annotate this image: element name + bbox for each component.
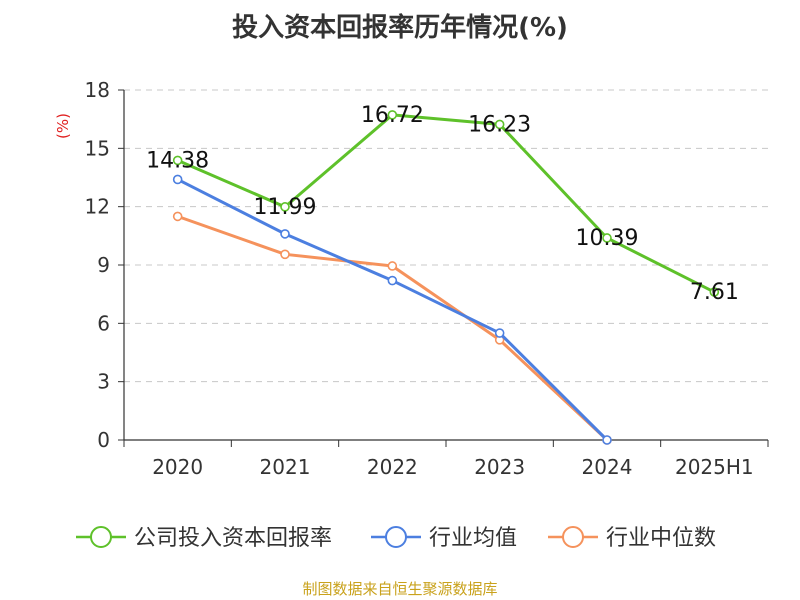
y-axis-label: (%)	[54, 113, 72, 139]
x-tick-label: 2020	[152, 455, 203, 479]
x-tick-label: 2022	[367, 455, 418, 479]
series-line-0	[177, 113, 716, 294]
y-tick-label: 9	[97, 253, 110, 277]
series-line-1	[176, 178, 609, 442]
data-label: 16.72	[361, 103, 424, 128]
series-point-0	[387, 110, 398, 120]
axes: 0 3 6 9 12 15 18 (%) 2020 2021 2022 2023 2024 2025H1	[54, 78, 769, 479]
legend-label-0: 公司投入资本回报率	[134, 526, 332, 551]
series-point-0	[172, 155, 183, 166]
data-label: 11.99	[254, 195, 317, 220]
y-tick-label: 6	[97, 311, 110, 335]
x-tick-label: 2021	[260, 455, 311, 479]
data-labels: 14.38 11.99 16.72 16.23 10.39 7.61	[146, 103, 739, 305]
data-label: 7.61	[690, 280, 739, 305]
series-point-2	[172, 211, 183, 222]
series-point-1	[387, 275, 398, 286]
legend-label-2: 行业中位数	[606, 526, 716, 551]
series-point-1	[494, 328, 505, 338]
legend: 公司投入资本回报率 行业均值 行业中位数	[76, 526, 716, 551]
series-point-1	[172, 174, 183, 185]
series-point-1	[602, 435, 612, 445]
chart-title: 投入资本回报率历年情况(%)	[232, 13, 568, 43]
source-footer: 制图数据来自恒生聚源数据库	[302, 580, 498, 598]
y-tick-label: 3	[97, 370, 110, 394]
legend-label-1: 行业均值	[429, 526, 517, 551]
legend-marker-2	[562, 526, 584, 548]
legend-marker-0	[90, 526, 112, 548]
series-lines	[172, 110, 720, 445]
data-label: 14.38	[146, 148, 209, 173]
series-point-0	[280, 202, 290, 212]
y-tick-label: 0	[97, 428, 110, 452]
x-tick-label: 2024	[582, 455, 633, 479]
series-line-2	[177, 214, 609, 442]
x-tick-label: 2025H1	[675, 455, 754, 479]
series-point-1	[280, 229, 290, 239]
series-point-0	[602, 233, 612, 243]
series-point-0	[494, 119, 505, 130]
y-tick-label: 18	[85, 78, 110, 102]
data-label: 10.39	[576, 226, 639, 251]
data-label: 16.23	[468, 112, 531, 137]
grid-lines	[124, 89, 768, 383]
series-point-2	[387, 261, 398, 271]
series-point-0	[709, 287, 720, 297]
legend-marker-1	[385, 526, 407, 548]
y-tick-label: 12	[85, 195, 110, 219]
y-tick-label: 15	[85, 136, 110, 160]
series-point-2	[280, 249, 290, 260]
x-tick-label: 2023	[474, 455, 525, 479]
